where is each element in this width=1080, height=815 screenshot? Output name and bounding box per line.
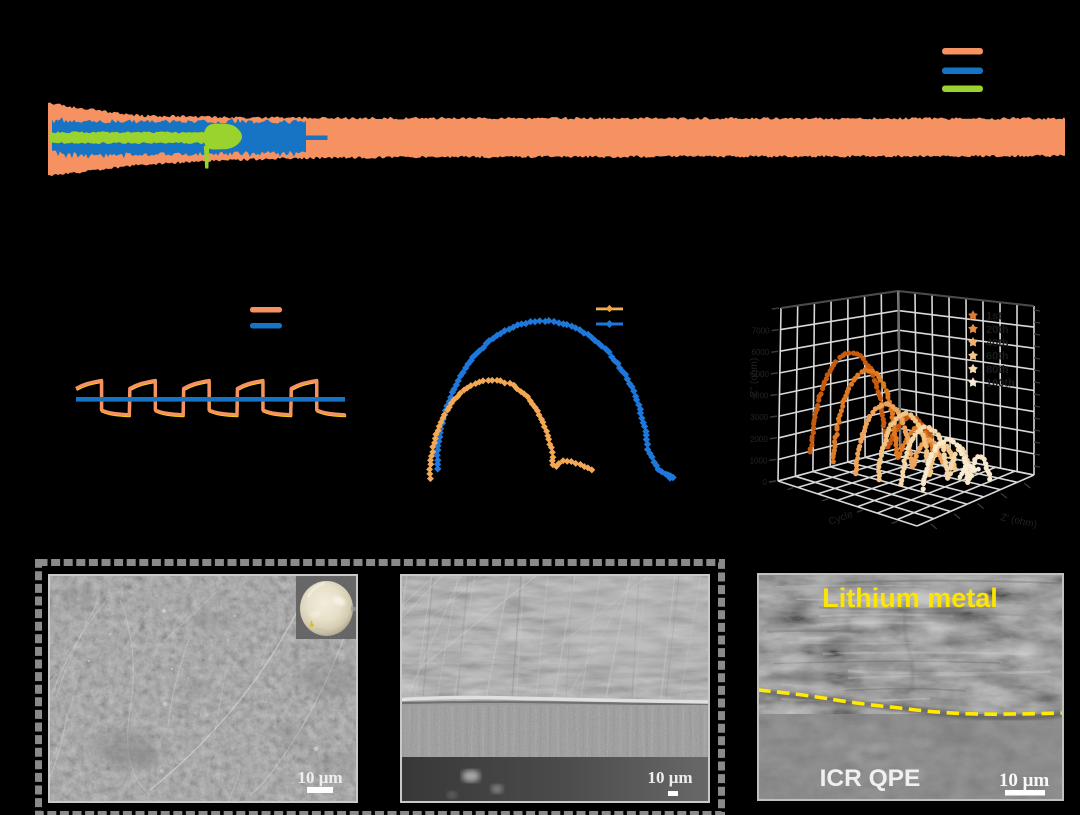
- svg-text:7000: 7000: [752, 327, 770, 336]
- svg-text:100th: 100th: [986, 378, 1015, 390]
- svg-text:20th: 20th: [986, 324, 1009, 336]
- svg-text:10 μm: 10 μm: [999, 770, 1050, 791]
- svg-text:0: 0: [763, 478, 768, 487]
- svg-text:60th: 60th: [986, 351, 1009, 363]
- svg-text:80th: 80th: [986, 364, 1009, 376]
- svg-text:-Z'' (ohm): -Z'' (ohm): [749, 358, 760, 400]
- svg-text:1st: 1st: [986, 311, 1002, 323]
- svg-text:1000: 1000: [750, 456, 768, 465]
- svg-text:ICR QPE: ICR QPE: [820, 765, 921, 792]
- svg-text:10 μm: 10 μm: [297, 768, 342, 787]
- svg-text:40th: 40th: [986, 337, 1009, 349]
- svg-text:10 μm: 10 μm: [647, 768, 692, 787]
- svg-text:Lithium metal: Lithium metal: [822, 583, 998, 613]
- svg-text:3000: 3000: [750, 413, 768, 422]
- svg-text:4000: 4000: [751, 392, 769, 401]
- svg-text:6000: 6000: [751, 348, 769, 357]
- svg-text:2000: 2000: [750, 435, 768, 444]
- svg-text:5000: 5000: [751, 370, 769, 379]
